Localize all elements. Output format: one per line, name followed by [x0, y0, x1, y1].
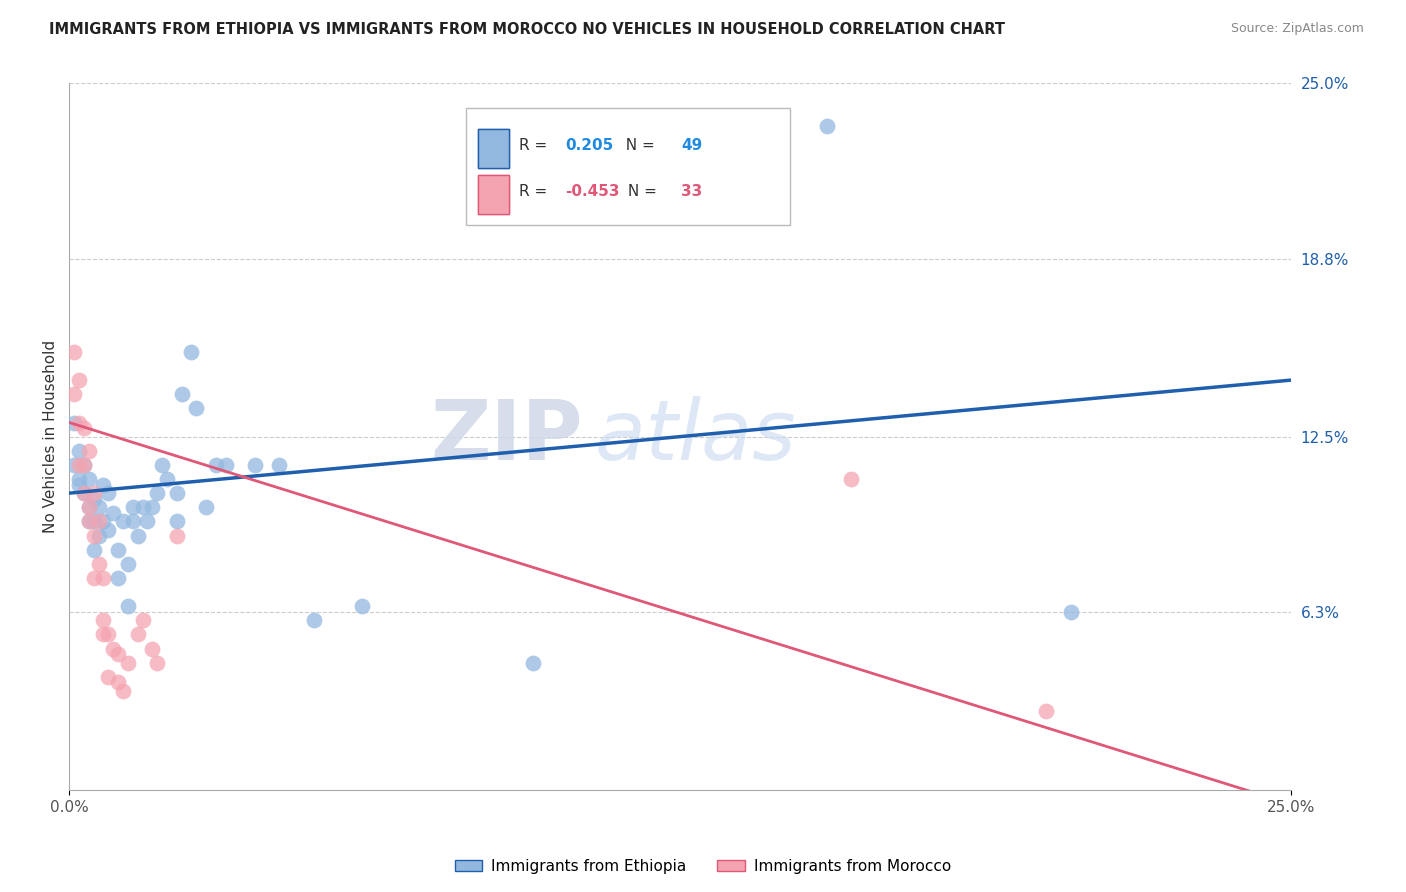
Point: [269, 458, 291, 472]
Point: [107, 647, 129, 661]
Point: [97, 627, 120, 641]
Point: [146, 656, 169, 670]
Point: [150, 458, 173, 472]
Point: [97, 523, 120, 537]
Point: [180, 344, 202, 359]
Point: [103, 641, 125, 656]
Point: [141, 500, 163, 515]
Point: [243, 458, 266, 472]
Point: [204, 458, 226, 472]
Point: [107, 571, 129, 585]
Point: [73, 458, 96, 472]
Point: [522, 656, 544, 670]
Point: [131, 613, 153, 627]
Text: -0.453: -0.453: [565, 184, 620, 199]
Point: [214, 458, 236, 472]
Point: [93, 613, 115, 627]
Point: [83, 528, 105, 542]
Point: [77, 515, 100, 529]
Point: [73, 486, 96, 500]
Point: [352, 599, 374, 614]
Point: [77, 515, 100, 529]
Point: [166, 486, 188, 500]
Point: [117, 557, 139, 571]
Point: [302, 613, 325, 627]
Point: [93, 515, 115, 529]
Point: [839, 472, 862, 486]
Point: [117, 656, 139, 670]
Point: [83, 486, 105, 500]
Point: [166, 515, 188, 529]
Point: [131, 500, 153, 515]
Point: [83, 542, 105, 557]
Text: 33: 33: [681, 184, 703, 199]
Point: [121, 515, 143, 529]
Point: [67, 443, 90, 458]
Point: [103, 506, 125, 520]
Point: [127, 627, 149, 641]
Point: [141, 641, 163, 656]
Point: [87, 528, 110, 542]
Point: [1035, 704, 1057, 718]
Point: [107, 675, 129, 690]
Point: [93, 627, 115, 641]
Point: [73, 421, 96, 435]
Point: [77, 500, 100, 515]
FancyBboxPatch shape: [467, 108, 790, 225]
Point: [67, 373, 90, 387]
Point: [67, 458, 90, 472]
Point: [63, 416, 86, 430]
Point: [83, 515, 105, 529]
Point: [67, 477, 90, 491]
Point: [77, 500, 100, 515]
Point: [186, 401, 208, 416]
FancyBboxPatch shape: [478, 175, 509, 214]
Point: [77, 472, 100, 486]
Point: [166, 528, 188, 542]
Point: [111, 515, 134, 529]
FancyBboxPatch shape: [478, 129, 509, 169]
Text: 49: 49: [681, 138, 703, 153]
Point: [117, 599, 139, 614]
Point: [67, 416, 90, 430]
Text: atlas: atlas: [595, 396, 796, 477]
Point: [97, 670, 120, 684]
Text: ZIP: ZIP: [430, 396, 582, 477]
Point: [1060, 605, 1083, 619]
Text: R =: R =: [519, 184, 553, 199]
Text: R =: R =: [519, 138, 553, 153]
Text: Source: ZipAtlas.com: Source: ZipAtlas.com: [1230, 22, 1364, 36]
Point: [63, 458, 86, 472]
Point: [73, 486, 96, 500]
Point: [111, 684, 134, 698]
Legend: Immigrants from Ethiopia, Immigrants from Morocco: Immigrants from Ethiopia, Immigrants fro…: [449, 853, 957, 880]
Point: [93, 571, 115, 585]
Point: [77, 443, 100, 458]
Point: [63, 344, 86, 359]
Point: [136, 515, 159, 529]
Text: N =: N =: [616, 138, 659, 153]
Y-axis label: No Vehicles in Household: No Vehicles in Household: [44, 340, 58, 533]
Point: [127, 528, 149, 542]
Point: [121, 500, 143, 515]
Point: [146, 486, 169, 500]
Point: [170, 387, 193, 401]
Point: [97, 486, 120, 500]
Point: [73, 458, 96, 472]
Point: [815, 119, 838, 133]
Text: N =: N =: [623, 184, 661, 199]
Point: [107, 542, 129, 557]
Point: [156, 472, 179, 486]
Point: [87, 515, 110, 529]
Point: [93, 477, 115, 491]
Point: [63, 387, 86, 401]
Point: [83, 491, 105, 506]
Point: [67, 472, 90, 486]
Text: 0.205: 0.205: [565, 138, 613, 153]
Text: IMMIGRANTS FROM ETHIOPIA VS IMMIGRANTS FROM MOROCCO NO VEHICLES IN HOUSEHOLD COR: IMMIGRANTS FROM ETHIOPIA VS IMMIGRANTS F…: [49, 22, 1005, 37]
Point: [87, 557, 110, 571]
Point: [195, 500, 218, 515]
Point: [83, 571, 105, 585]
Point: [87, 500, 110, 515]
